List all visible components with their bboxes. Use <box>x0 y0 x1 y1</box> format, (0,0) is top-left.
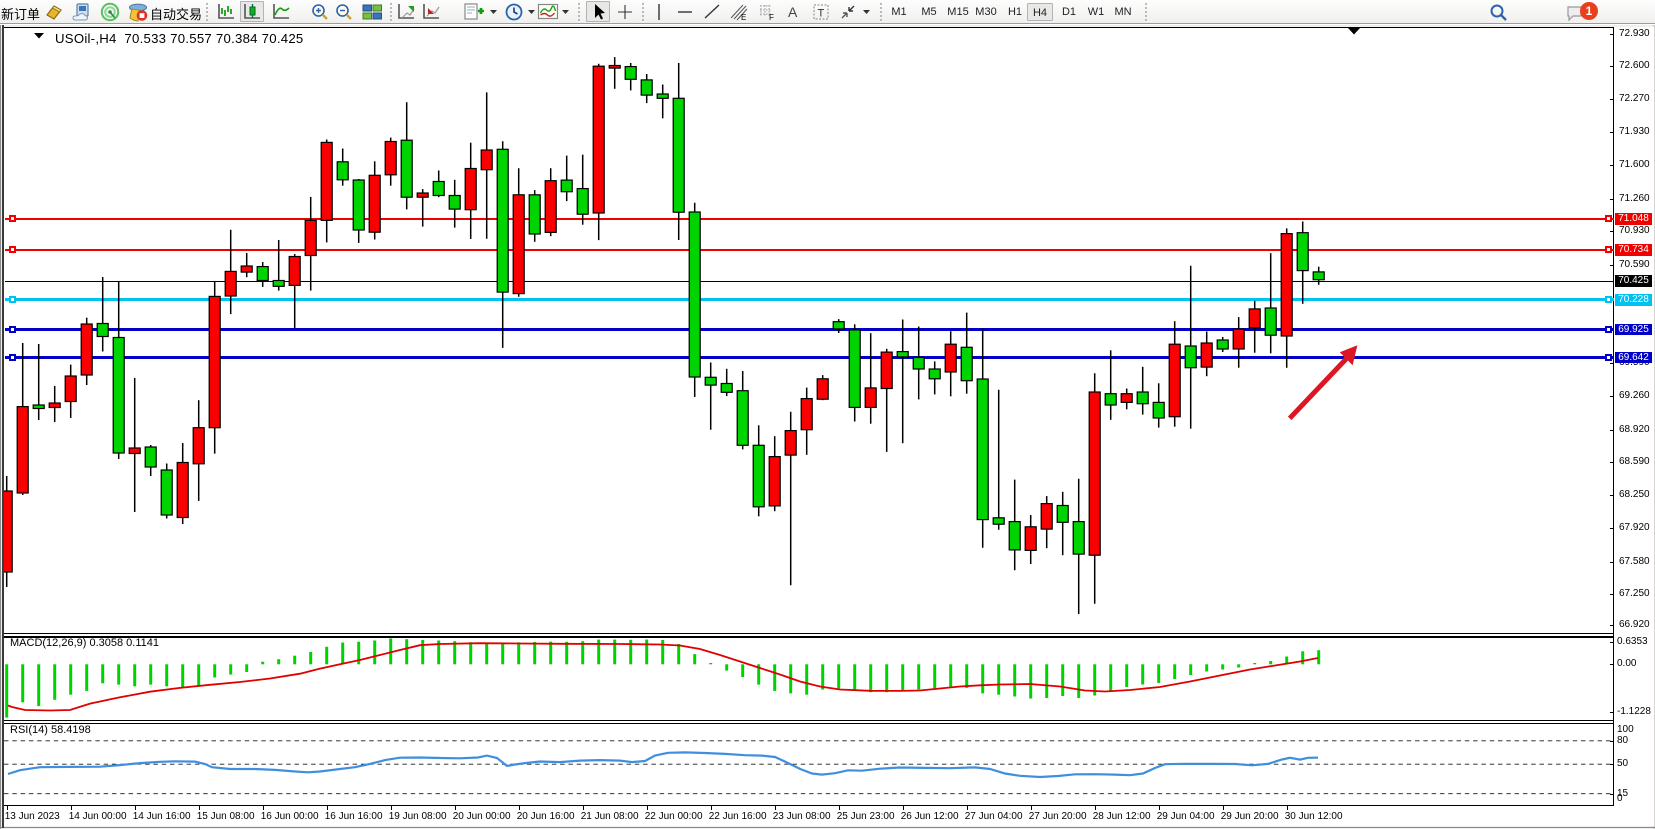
svg-text:F: F <box>769 13 774 22</box>
svg-text:A: A <box>788 4 798 20</box>
svg-text:E: E <box>741 13 746 22</box>
svg-text:T: T <box>818 8 825 20</box>
